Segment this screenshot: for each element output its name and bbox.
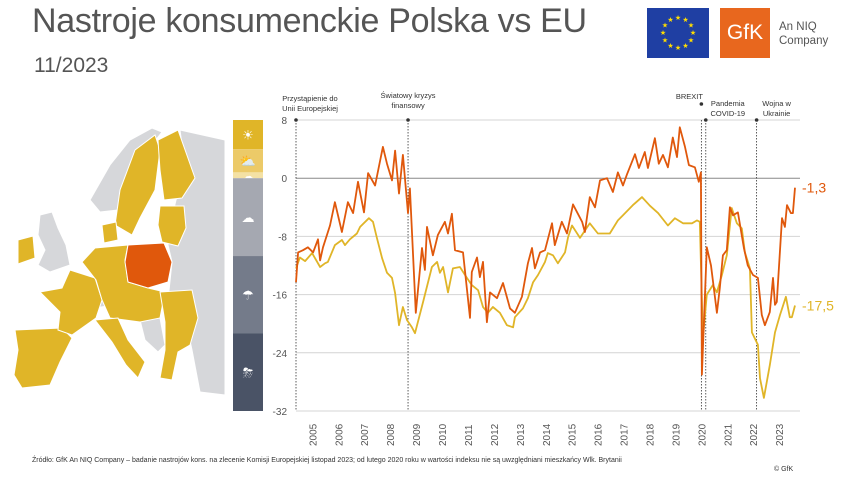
eu-star: ★ bbox=[660, 29, 666, 37]
x-tick-label: 2016 bbox=[594, 423, 605, 446]
x-tick-label: 2006 bbox=[334, 423, 345, 446]
x-tick-label: 2010 bbox=[438, 423, 449, 446]
eu-star: ★ bbox=[675, 14, 681, 22]
eu-flag-logo: ★ ★ ★ ★ ★ ★ ★ ★ ★ ★ ★ ★ bbox=[647, 8, 709, 58]
niq-line-2: Company bbox=[779, 35, 829, 47]
last-value-label-polska: -1,3 bbox=[802, 180, 826, 196]
x-tick-label: 2015 bbox=[568, 423, 579, 446]
event-label: COVID-19 bbox=[710, 109, 745, 118]
event-marker-dot bbox=[699, 102, 704, 106]
eu-star: ★ bbox=[675, 44, 681, 52]
event-label: Wojna w bbox=[762, 99, 791, 108]
gfk-logo: GfK bbox=[720, 8, 770, 58]
source-note: Źródło: GfK An NIQ Company – badanie nas… bbox=[32, 457, 622, 464]
map-finland bbox=[157, 129, 196, 201]
y-tick-label: 0 bbox=[281, 174, 287, 185]
x-tick-label: 2023 bbox=[775, 423, 786, 446]
eu-star: ★ bbox=[688, 37, 694, 45]
event-label: Unii Europejskiej bbox=[282, 104, 338, 113]
gfk-logo-text: GfK bbox=[726, 21, 764, 44]
x-tick-label: 2017 bbox=[620, 423, 631, 446]
event-label: Światowy kryzys bbox=[381, 91, 436, 100]
y-tick-label: 8 bbox=[281, 116, 287, 127]
y-tick-label: -8 bbox=[278, 232, 287, 243]
x-tick-label: 2011 bbox=[464, 424, 475, 446]
last-value-label-eu: -17,5 bbox=[802, 298, 834, 314]
eu-stars-icon: ★★★★★★★★★ ★ ★★ bbox=[660, 14, 696, 52]
x-tick-label: 2014 bbox=[542, 423, 553, 446]
storm-cloud-icon: ⛈ bbox=[243, 365, 253, 380]
page-subtitle-date: 11/2023 bbox=[34, 54, 109, 77]
sentiment-band bbox=[233, 120, 263, 150]
eu-star: ★ bbox=[667, 42, 673, 50]
map-france bbox=[38, 269, 103, 336]
page-title: Nastroje konsumenckie Polska vs EU bbox=[32, 2, 587, 40]
map-baltics bbox=[157, 205, 187, 247]
x-tick-label: 2020 bbox=[697, 423, 708, 446]
niq-line-1: An NIQ bbox=[779, 21, 817, 33]
x-tick-label: 2005 bbox=[308, 423, 319, 446]
event-label: Pandemia bbox=[711, 99, 746, 108]
rain-cloud-icon: ☂ bbox=[242, 288, 254, 303]
x-tick-label: 2007 bbox=[360, 423, 371, 446]
europe-map bbox=[13, 127, 226, 396]
x-tick-label: 2008 bbox=[386, 423, 397, 446]
map-denmark bbox=[101, 221, 119, 244]
eu-star: ★ bbox=[667, 16, 673, 24]
event-label: Ukrainie bbox=[763, 109, 791, 118]
sentiment-band bbox=[233, 178, 263, 257]
eu-star: ★ bbox=[682, 42, 688, 50]
x-tick-label: 2009 bbox=[412, 423, 423, 446]
eu-star: ★ bbox=[682, 16, 688, 24]
map-poland bbox=[124, 242, 173, 289]
x-tick-label: 2019 bbox=[671, 423, 682, 446]
map-uk bbox=[37, 211, 71, 273]
y-tick-label: -24 bbox=[273, 349, 288, 360]
x-tick-label: 2012 bbox=[490, 423, 501, 446]
x-tick-label: 2018 bbox=[646, 423, 657, 446]
sun-icon: ☀ bbox=[242, 128, 254, 143]
event-marker-dot bbox=[294, 118, 298, 122]
series-line-polska bbox=[295, 126, 796, 376]
event-label: BREXIT bbox=[676, 92, 704, 101]
copyright: © GfK bbox=[774, 466, 794, 473]
event-label: finansowy bbox=[391, 101, 425, 110]
eu-star: ★ bbox=[662, 37, 668, 45]
eu-star: ★ bbox=[688, 22, 694, 30]
map-italy bbox=[94, 317, 146, 379]
map-ireland bbox=[17, 235, 36, 265]
sentiment-band bbox=[233, 256, 263, 334]
y-tick-label: -32 bbox=[273, 407, 288, 418]
series-line-eu bbox=[295, 196, 796, 399]
map-southeast-eu bbox=[159, 289, 199, 381]
eu-star: ★ bbox=[690, 29, 696, 37]
x-tick-label: 2022 bbox=[749, 423, 760, 446]
x-tick-label: 2021 bbox=[723, 423, 734, 446]
event-marker-dot bbox=[703, 118, 708, 122]
y-tick-label: -16 bbox=[273, 291, 288, 302]
eu-star: ★ bbox=[662, 22, 668, 30]
event-label: Przystąpienie do bbox=[282, 94, 337, 103]
sentiment-band bbox=[233, 333, 263, 411]
sentiment-band bbox=[233, 149, 263, 173]
sentiment-band bbox=[233, 172, 263, 179]
event-marker-dot bbox=[406, 118, 410, 122]
event-marker-dot bbox=[754, 118, 759, 122]
sun-cloud-icon: ⛅ bbox=[240, 154, 256, 169]
cloud-icon: ☁ bbox=[242, 210, 255, 225]
niq-tagline: An NIQ Company bbox=[779, 20, 828, 48]
x-tick-label: 2013 bbox=[516, 423, 527, 446]
